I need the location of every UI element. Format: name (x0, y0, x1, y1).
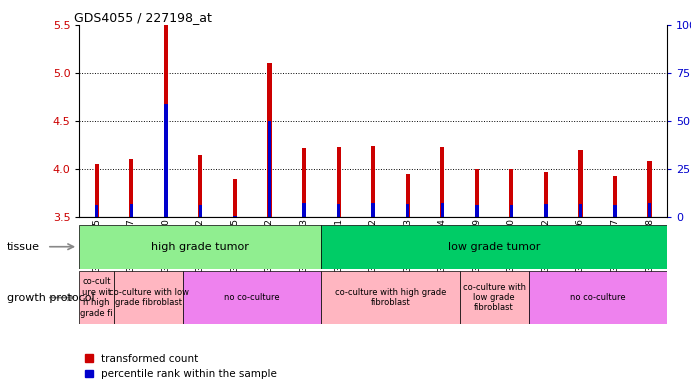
Bar (129, 159, 133, 217)
Bar (321, 225, 667, 269)
Text: co-culture with high grade
fibroblast: co-culture with high grade fibroblast (334, 288, 446, 307)
Text: GDS4055 / 227198_at: GDS4055 / 227198_at (73, 11, 211, 24)
Bar (544, 205, 547, 217)
Bar (267, 121, 271, 217)
Bar (406, 205, 409, 217)
Bar (164, 104, 167, 217)
Bar (371, 203, 375, 217)
Text: co-culture with
low grade
fibroblast: co-culture with low grade fibroblast (462, 283, 526, 313)
Bar (613, 176, 617, 217)
Bar (302, 148, 306, 217)
Bar (79, 225, 321, 269)
Text: co-cult
ure wit
h high
grade fi: co-cult ure wit h high grade fi (80, 278, 113, 318)
Text: growth protocol: growth protocol (7, 293, 95, 303)
Bar (440, 147, 444, 217)
Legend: transformed count, percentile rank within the sample: transformed count, percentile rank withi… (85, 354, 277, 379)
Bar (164, 25, 168, 217)
Bar (460, 271, 529, 324)
Text: no co-culture: no co-culture (570, 293, 625, 302)
Bar (183, 271, 321, 324)
Bar (509, 169, 513, 217)
Bar (198, 205, 202, 217)
Bar (647, 203, 651, 217)
Bar (578, 150, 583, 217)
Bar (406, 174, 410, 217)
Bar (475, 169, 479, 217)
Bar (613, 205, 616, 217)
Text: high grade tumor: high grade tumor (151, 242, 249, 252)
Bar (440, 203, 444, 217)
Text: no co-culture: no co-culture (225, 293, 280, 302)
Text: low grade tumor: low grade tumor (448, 242, 540, 252)
Bar (509, 205, 513, 217)
Bar (233, 216, 236, 217)
Bar (95, 205, 98, 217)
Bar (114, 271, 183, 324)
Bar (337, 147, 341, 217)
Bar (198, 155, 202, 217)
Text: co-culture with low
grade fibroblast: co-culture with low grade fibroblast (108, 288, 189, 307)
Bar (578, 205, 582, 217)
Bar (79, 271, 114, 324)
Bar (233, 179, 237, 217)
Bar (371, 146, 375, 217)
Bar (647, 161, 652, 217)
Bar (267, 63, 272, 217)
Bar (95, 164, 99, 217)
Bar (475, 205, 478, 217)
Bar (321, 271, 460, 324)
Bar (337, 205, 340, 217)
Bar (302, 203, 305, 217)
Text: tissue: tissue (7, 242, 40, 252)
Bar (529, 271, 667, 324)
Bar (129, 205, 133, 217)
Bar (544, 172, 548, 217)
